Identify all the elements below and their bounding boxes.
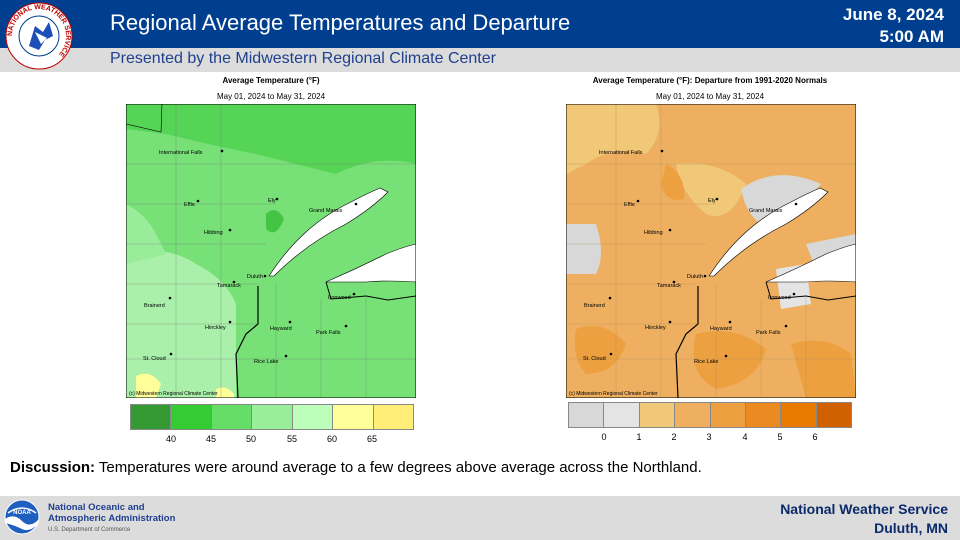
legend-swatch: [781, 403, 817, 427]
noaa-line1: National Oceanic and: [48, 502, 145, 513]
discussion-text: Discussion: Temperatures were around ave…: [10, 459, 702, 476]
legend-swatch: [373, 405, 413, 429]
city-label: Hibbing: [644, 230, 663, 236]
left-map-credit: (c) Midwestern Regional Climate Center: [129, 391, 218, 397]
legend-swatch: [675, 403, 711, 427]
legend-swatch: [292, 405, 334, 429]
nws-office-location: Duluth, MN: [874, 520, 948, 536]
city-label: St. Cloud: [583, 356, 606, 362]
right-legend-tick: 4: [742, 432, 748, 442]
city-label: Ely: [268, 198, 276, 204]
right-map-title: Average Temperature (°F): Departure from…: [592, 76, 828, 85]
left-map-title: Average Temperature (°F): [222, 76, 320, 85]
footer-bar: [0, 496, 960, 540]
discussion-body: Temperatures were around average to a fe…: [95, 459, 702, 476]
legend-swatch: [131, 405, 172, 429]
city-label: Park Falls: [756, 330, 781, 336]
city-label: Effie: [184, 202, 195, 208]
city-label: St. Cloud: [143, 356, 166, 362]
city-label: Effie: [624, 202, 635, 208]
temperature-departure-map: International Falls Effie Ely Grand Mara…: [566, 104, 856, 398]
city-label: Brainerd: [584, 303, 605, 309]
left-map-period: May 01, 2024 to May 31, 2024: [216, 92, 326, 101]
nws-office-name: National Weather Service: [780, 501, 948, 517]
legend-swatch: [171, 405, 212, 429]
city-label: Hayward: [710, 326, 732, 332]
city-label: Rice Lake: [254, 359, 278, 365]
left-legend-tick: 40: [165, 434, 177, 444]
legend-swatch: [604, 403, 640, 427]
city-label: Tamarack: [657, 283, 681, 289]
city-label: Hinckley: [205, 325, 226, 331]
city-label: Grand Marais: [309, 208, 343, 214]
legend-swatch: [639, 403, 676, 427]
right-legend-tick: 1: [636, 432, 642, 442]
city-label: Ironwood: [328, 295, 351, 301]
left-legend-tick: 50: [245, 434, 257, 444]
nws-logo: NATIONAL WEATHER SERVICE: [5, 2, 73, 70]
left-legend-tick: 45: [205, 434, 217, 444]
left-legend-tick: 65: [366, 434, 378, 444]
city-label: Brainerd: [144, 303, 165, 309]
right-map-credit: (c) Midwestern Regional Climate Center: [569, 391, 658, 397]
discussion-label: Discussion:: [10, 459, 96, 476]
city-label: Duluth: [687, 274, 703, 280]
legend-swatch: [745, 403, 782, 427]
legend-swatch: [816, 403, 851, 427]
noaa-line2: Atmospheric Administration: [48, 513, 176, 524]
right-legend-tick: 2: [671, 432, 677, 442]
city-label: Ely: [708, 198, 716, 204]
city-label: Grand Marais: [749, 208, 783, 214]
noaa-dept: U.S. Department of Commerce: [48, 527, 131, 533]
city-label: Duluth: [247, 274, 263, 280]
nws-office: National Weather Service Duluth, MN: [780, 500, 948, 538]
city-label: International Falls: [159, 150, 203, 156]
legend-swatch: [569, 403, 605, 427]
city-label: Rice Lake: [694, 359, 718, 365]
issue-datetime: June 8, 2024 5:00 AM: [843, 4, 944, 48]
right-legend-tick: 6: [812, 432, 818, 442]
presented-by: Presented by the Midwestern Regional Cli…: [110, 50, 496, 67]
legend-swatch: [710, 403, 746, 427]
noaa-logo: NOAA: [4, 499, 40, 535]
legend-swatch: [252, 405, 293, 429]
right-map-period: May 01, 2024 to May 31, 2024: [655, 92, 765, 101]
city-label: Tamarack: [217, 283, 241, 289]
city-label: Park Falls: [316, 330, 341, 336]
header-bar: [0, 0, 960, 48]
right-legend-tick: 0: [601, 432, 607, 442]
city-label: Hibbing: [204, 230, 223, 236]
legend-swatch: [211, 405, 253, 429]
issue-date: June 8, 2024: [842, 5, 944, 24]
left-legend-tick: 60: [326, 434, 338, 444]
average-temperature-map: International Falls Effie Ely Grand Mara…: [126, 104, 416, 398]
page-title: Regional Average Temperatures and Depart…: [110, 10, 571, 35]
left-legend-tick: 55: [286, 434, 298, 444]
right-legend-bar: [568, 402, 852, 428]
city-label: International Falls: [599, 150, 643, 156]
issue-time: 5:00 AM: [879, 27, 944, 46]
right-legend-tick: 5: [777, 432, 783, 442]
legend-swatch: [333, 405, 374, 429]
right-legend-tick: 3: [706, 432, 712, 442]
city-label: Hayward: [270, 326, 292, 332]
noaa-name: National Oceanic and Atmospheric Adminis…: [48, 502, 175, 524]
subtitle-bar: [0, 48, 960, 72]
city-label: Ironwood: [768, 295, 791, 301]
city-label: Hinckley: [645, 325, 666, 331]
left-legend-bar: [130, 404, 414, 430]
noaa-logo-text: NOAA: [13, 510, 31, 516]
